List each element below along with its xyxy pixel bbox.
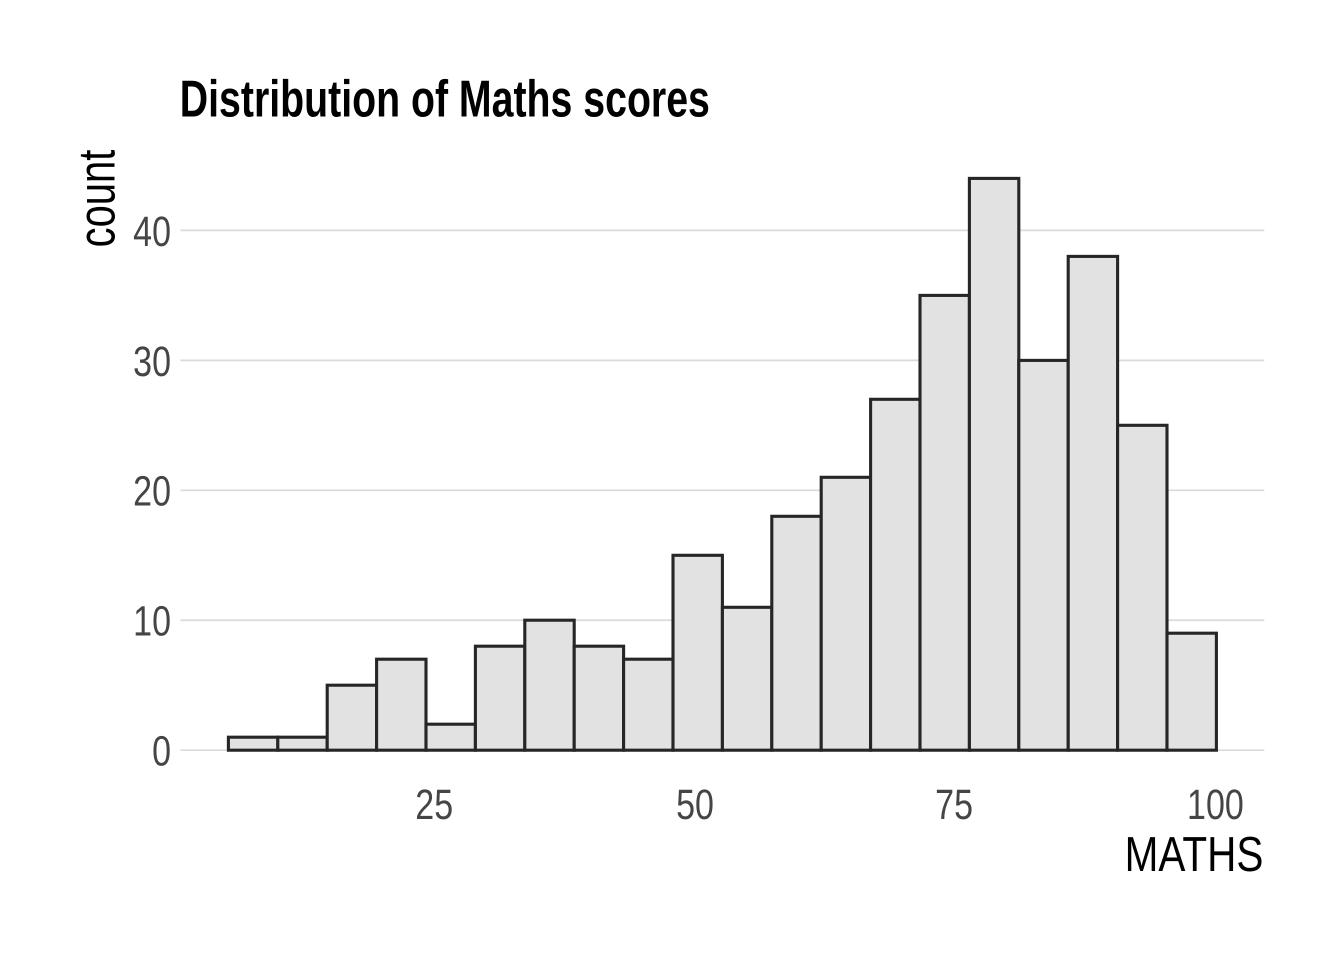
svg-text:100: 100 xyxy=(1187,782,1244,829)
svg-text:count: count xyxy=(69,149,127,247)
svg-text:20: 20 xyxy=(133,469,171,516)
svg-text:30: 30 xyxy=(133,339,171,386)
svg-text:40: 40 xyxy=(133,209,171,256)
svg-text:50: 50 xyxy=(676,782,714,829)
svg-text:0: 0 xyxy=(152,729,171,776)
svg-text:Distribution of Maths scores: Distribution of Maths scores xyxy=(180,70,710,128)
svg-text:MATHS: MATHS xyxy=(1125,827,1264,882)
svg-text:10: 10 xyxy=(133,599,171,646)
svg-text:75: 75 xyxy=(935,782,973,829)
svg-text:25: 25 xyxy=(415,782,453,829)
